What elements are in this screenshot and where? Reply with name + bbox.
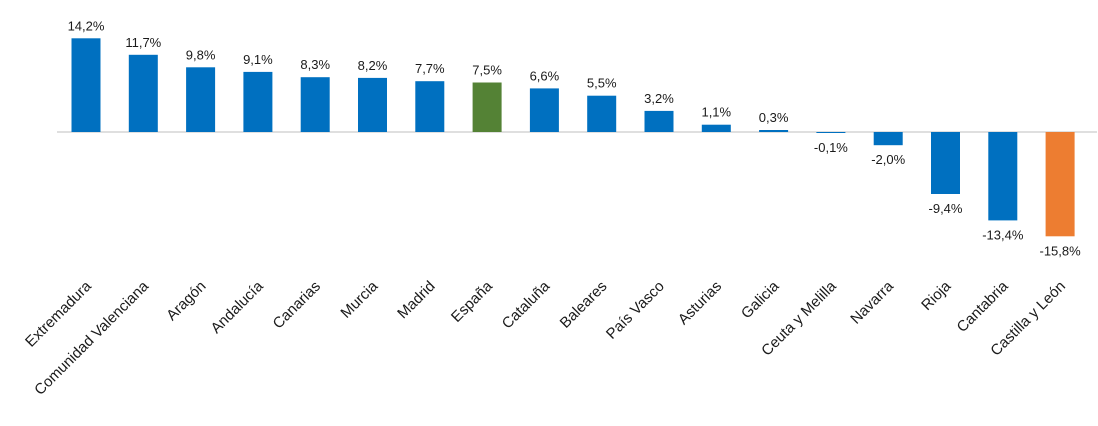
value-label-madrid: 7,7% <box>415 61 445 76</box>
value-label-baleares: 5,5% <box>587 76 617 91</box>
category-label-navarra: Navarra <box>847 277 897 327</box>
bar-cantabria <box>988 132 1018 221</box>
category-label-asturias: Asturias <box>675 278 725 328</box>
bar-aragon <box>186 67 216 132</box>
category-label-aragon: Aragón <box>163 278 209 324</box>
value-label-castilla-y-leon: -15,8% <box>1039 243 1081 258</box>
bar-extremadura <box>71 38 101 132</box>
bar-murcia <box>358 77 387 132</box>
value-label-galicia: 0,3% <box>759 110 789 125</box>
category-label-cataluna: Cataluña <box>499 277 554 332</box>
value-label-extremadura: 14,2% <box>68 18 105 33</box>
bar-madrid <box>415 81 445 132</box>
value-label-ceuta-y-melilla: -0,1% <box>814 140 848 155</box>
bar-rioja <box>931 132 960 194</box>
category-label-madrid: Madrid <box>394 278 438 322</box>
value-label-aragon: 9,8% <box>186 47 216 62</box>
value-label-espana: 7,5% <box>472 63 502 78</box>
category-label-comunidad-valenciana: Comunidad Valenciana <box>31 277 152 398</box>
value-label-rioja: -9,4% <box>929 201 963 216</box>
category-label-espana: España <box>448 277 496 325</box>
value-label-canarias: 8,3% <box>300 57 330 72</box>
bar-comunidad-valenciana <box>128 54 158 132</box>
category-label-cantabria: Cantabria <box>954 277 1012 335</box>
value-label-asturias: 1,1% <box>701 105 731 120</box>
bars-group <box>71 38 1075 237</box>
category-label-pais-vasco: País Vasco <box>603 278 668 343</box>
category-label-baleares: Baleares <box>557 278 611 332</box>
category-label-canarias: Canarias <box>270 278 324 332</box>
value-label-navarra: -2,0% <box>871 152 905 167</box>
category-label-galicia: Galicia <box>738 277 783 322</box>
value-labels-group: 14,2% 11,7% 9,8% 9,1% 8,3% 8,2% 7,7% 7,5% 6,6% 5,… <box>68 18 1082 258</box>
value-label-cantabria: -13,4% <box>982 227 1024 242</box>
value-label-comunidad-valenciana: 11,7% <box>125 35 161 50</box>
bar-baleares <box>587 95 617 132</box>
bar-espana <box>472 82 502 132</box>
bar-cataluna <box>529 88 559 132</box>
value-label-pais-vasco: 3,2% <box>644 91 674 106</box>
category-label-andalucia: Andalucía <box>208 277 268 337</box>
bar-canarias <box>300 77 330 132</box>
value-label-cataluna: 6,6% <box>530 68 560 83</box>
bar-castilla-y-leon <box>1045 132 1075 237</box>
value-label-andalucia: 9,1% <box>243 52 273 67</box>
value-label-murcia: 8,2% <box>358 58 388 73</box>
bar-galicia <box>759 130 789 132</box>
bar-asturias <box>701 124 731 132</box>
category-label-rioja: Rioja <box>918 277 955 314</box>
category-label-murcia: Murcia <box>337 277 381 321</box>
bar-navarra <box>873 132 903 146</box>
bar-ceuta-y-melilla <box>816 132 846 133</box>
bar-pais-vasco <box>644 110 674 132</box>
bar-andalucia <box>243 71 273 132</box>
